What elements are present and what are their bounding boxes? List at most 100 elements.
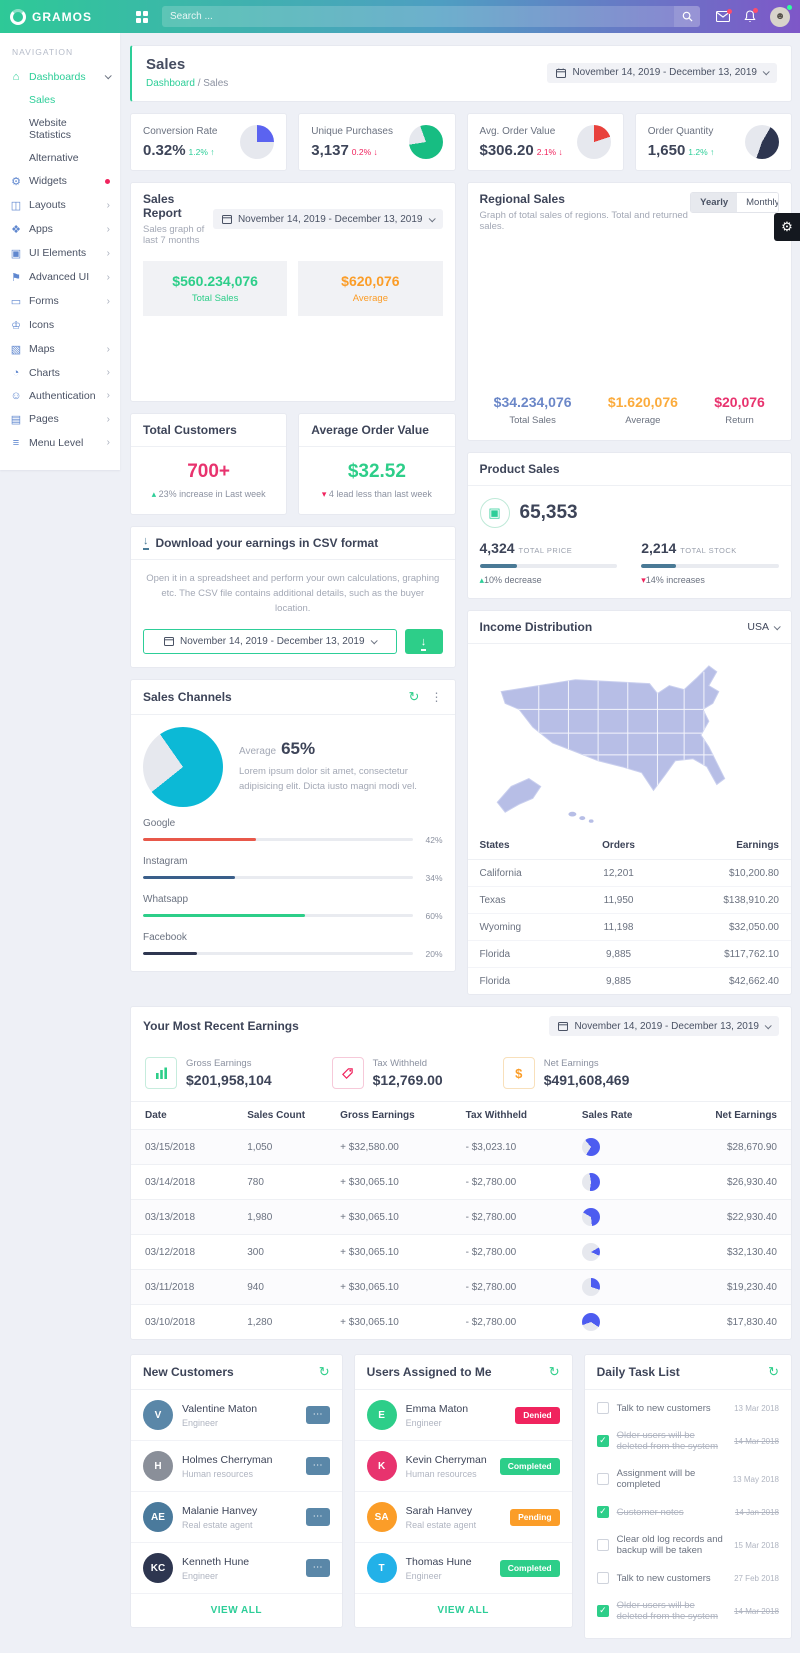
usa-map[interactable]	[468, 644, 792, 832]
conversion-rate-pie-chart	[240, 125, 275, 159]
sales-report-date-picker[interactable]: November 14, 2019 - December 13, 2019	[212, 209, 443, 229]
refresh-icon[interactable]: ↻	[548, 1364, 560, 1379]
settings-gear-button[interactable]: ⚙	[774, 213, 800, 241]
region-select[interactable]: USA	[747, 621, 781, 633]
widgets-icon: ⚙	[11, 175, 21, 188]
list-item[interactable]: V Valentine Maton Engineer ⋯	[131, 1390, 342, 1441]
channel-instagram: Instagram 34%	[143, 855, 443, 883]
period-toggle: Yearly Monthly	[690, 192, 779, 213]
sidebar-item-pages[interactable]: ▤ Pages ›	[0, 407, 120, 431]
search-button[interactable]	[674, 6, 700, 27]
view-all-link[interactable]: VIEW ALL	[210, 1605, 262, 1616]
sidebar-item-label: Dashboards	[29, 70, 86, 83]
chevron-right-icon: ›	[106, 367, 110, 378]
list-item[interactable]: T Thomas Hune Engineer Completed	[354, 1543, 572, 1594]
sidebar-item-apps[interactable]: ❖ Apps ›	[0, 217, 120, 241]
delta-badge: 2.1% ↓	[536, 146, 563, 157]
table-row[interactable]: Florida 9,885 $117,762.10	[467, 940, 791, 968]
product-cube-icon: ▣	[479, 498, 510, 528]
list-item[interactable]: K Kevin Cherryman Human resources Complet…	[354, 1441, 572, 1492]
task-item: Clear old log records and backup will be…	[585, 1526, 791, 1564]
mail-icon[interactable]	[716, 9, 732, 22]
regional-total-sales: $34.234,076 Total Sales	[493, 394, 572, 426]
stat-card-unique-purchases: Unique Purchases 3,137 0.2% ↓	[298, 113, 456, 171]
task-checkbox[interactable]	[596, 1539, 609, 1551]
list-item[interactable]: E Emma Maton Engineer Denied	[354, 1390, 572, 1441]
earnings-date-picker[interactable]: November 14, 2019 - December 13, 2019	[549, 1016, 779, 1036]
sidebar-item-advanced-ui[interactable]: ⚑ Advanced UI ›	[0, 265, 120, 289]
sidebar-item-website-statistics[interactable]: Website Statistics	[29, 116, 72, 141]
sidebar-item-authentication[interactable]: ☺ Authentication ›	[0, 384, 120, 407]
advanced-ui-icon: ⚑	[11, 271, 21, 284]
avatar: E	[366, 1400, 397, 1430]
sidebar-item-alternative[interactable]: Alternative	[29, 151, 79, 164]
sidebar-item-widgets[interactable]: ⚙ Widgets	[0, 169, 120, 193]
pages-icon: ▤	[10, 413, 22, 426]
download-icon: ↓	[143, 536, 149, 550]
calendar-icon	[221, 215, 232, 224]
sidebar-item-dashboards[interactable]: ⌂ Dashboards	[0, 65, 120, 88]
chart-icon: ◔	[12, 366, 20, 379]
sales-rate-pie	[581, 1173, 600, 1191]
sidebar-item-forms[interactable]: ▭ Forms ›	[0, 289, 120, 313]
table-row[interactable]: Wyoming 11,198 $32,050.00	[467, 913, 791, 941]
table-row[interactable]: 03/10/2018 1,280 + $30,065.10- $2,780.00 $1…	[131, 1304, 791, 1339]
date-range-picker[interactable]: November 14, 2019 - December 13, 2019	[547, 62, 777, 83]
task-checkbox[interactable]	[596, 1435, 609, 1447]
table-row[interactable]: Florida 9,885 $42,662.40	[479, 975, 780, 987]
sidebar-item-charts[interactable]: ◔ Charts ›	[0, 361, 120, 384]
task-checkbox[interactable]	[596, 1572, 609, 1584]
more-actions-button[interactable]: ⋯	[305, 1559, 330, 1577]
user-avatar[interactable]: ☻	[770, 4, 792, 27]
chevron-down-icon	[370, 636, 378, 644]
task-checkbox[interactable]	[596, 1473, 609, 1485]
task-checkbox[interactable]	[596, 1506, 609, 1518]
table-row[interactable]: 03/14/2018 780 + $30,065.10- $2,780.00 $26,…	[131, 1164, 791, 1199]
kebab-menu-icon[interactable]: ⋮	[430, 689, 443, 704]
sidebar-item-maps[interactable]: ▧ Maps ›	[0, 337, 120, 361]
list-item[interactable]: KC Kenneth Hune Engineer ⋯	[131, 1543, 342, 1594]
list-item[interactable]: H Holmes Cherryman Human resources ⋯	[131, 1441, 342, 1492]
more-actions-button[interactable]: ⋯	[305, 1406, 330, 1424]
table-row[interactable]: 03/11/2018 940 + $30,065.10- $2,780.00 $19,…	[131, 1269, 791, 1304]
refresh-icon[interactable]: ↻	[408, 688, 420, 704]
csv-download-button[interactable]: ↓	[404, 628, 443, 654]
sidebar-item-label: Apps	[29, 223, 53, 235]
monthly-toggle-button[interactable]: Monthly	[737, 193, 779, 212]
status-badge: Pending	[510, 1508, 560, 1526]
table-row[interactable]: 03/15/2018 1,050 + $32,580.00- $3,023.10 $2…	[131, 1129, 791, 1164]
breadcrumb-dashboard[interactable]: Dashboard	[146, 78, 195, 89]
sidebar-item-ui-elements[interactable]: ▣ UI Elements ›	[0, 241, 120, 265]
refresh-icon[interactable]: ↻	[768, 1364, 779, 1379]
table-row[interactable]: California 12,201 $10,200.80	[467, 859, 791, 887]
list-item[interactable]: AE Malanie Hanvey Real estate agent ⋯	[131, 1492, 342, 1543]
task-checkbox[interactable]	[596, 1605, 609, 1617]
table-row[interactable]: 03/13/2018 1,980 + $30,065.10- $2,780.00 $2…	[131, 1199, 791, 1234]
total-price-progress-bar	[479, 564, 517, 568]
more-actions-button[interactable]: ⋯	[305, 1457, 330, 1475]
menu-icon: ≡	[12, 436, 20, 449]
sidebar-item-icons[interactable]: ♔ Icons	[0, 313, 120, 337]
view-all-link[interactable]: VIEW ALL	[437, 1605, 489, 1616]
daily-task-list-card: Daily Task List ↻ Talk to new customers …	[583, 1354, 792, 1639]
chevron-right-icon: ›	[106, 247, 110, 259]
chevron-down-icon	[773, 622, 781, 630]
yearly-toggle-button[interactable]: Yearly	[691, 193, 738, 212]
sidebar-item-layouts[interactable]: ◫ Layouts ›	[0, 193, 120, 217]
chevron-right-icon: ›	[106, 271, 110, 283]
sidebar-item-menu-level[interactable]: ≡ Menu Level ›	[0, 431, 120, 454]
table-row[interactable]: Texas 11,950 $138,910.20	[467, 886, 791, 914]
refresh-icon[interactable]: ↻	[318, 1364, 330, 1379]
apps-grid-icon[interactable]	[136, 10, 148, 23]
list-item[interactable]: SA Sarah Hanvey Real estate agent Pending	[354, 1492, 572, 1543]
table-row[interactable]: 03/12/2018 300 + $30,065.10- $2,780.00 $32,…	[131, 1234, 791, 1269]
task-checkbox[interactable]	[596, 1402, 609, 1414]
logo[interactable]: GRAMOS	[10, 8, 128, 25]
calendar-icon	[163, 637, 174, 647]
search-input[interactable]	[162, 6, 674, 27]
more-actions-button[interactable]: ⋯	[305, 1508, 330, 1526]
sidebar-item-sales[interactable]: Sales	[29, 93, 56, 106]
csv-date-range-input[interactable]: November 14, 2019 - December 13, 2019	[143, 628, 397, 654]
recent-earnings-card: Your Most Recent Earnings November 14, 2…	[130, 1006, 792, 1340]
bell-icon[interactable]	[744, 8, 758, 23]
